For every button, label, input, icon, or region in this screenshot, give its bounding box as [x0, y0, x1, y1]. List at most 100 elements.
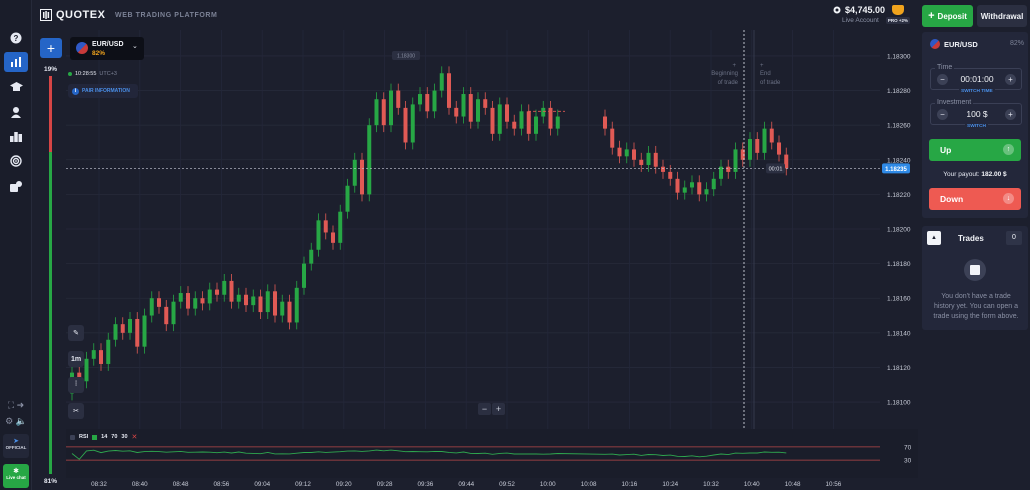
tools-icon: ✂ [73, 408, 79, 415]
candle-body [490, 107, 495, 134]
collapse-icon[interactable]: ▲ [927, 231, 941, 245]
candle-body [526, 111, 531, 134]
quotex-logo[interactable]: QUOTEX [40, 9, 105, 21]
candle-body [512, 121, 517, 129]
candle-body [207, 289, 212, 304]
candle-body [200, 298, 205, 304]
y-tick-label: 1.18100 [887, 400, 911, 407]
time-value[interactable]: 00:01:00 [960, 74, 994, 84]
panel-asset[interactable]: EUR/USD [930, 39, 978, 49]
signal-icon[interactable] [4, 151, 28, 171]
switch-time-link[interactable]: SWITCH TIME [959, 89, 995, 94]
rsi-legend: RSI 14 70 30 ✕ [70, 433, 137, 441]
account-indicator-icon [833, 6, 841, 14]
beginning-of-trade-marker: + [732, 63, 736, 69]
official-channel-button[interactable]: ➤ OFFICIAL [3, 434, 29, 458]
asset-payout: 82% [92, 50, 106, 57]
candle-body [711, 178, 716, 190]
platform-label: WEB TRADING PLATFORM [115, 12, 218, 19]
candle-body [646, 152, 651, 165]
deposit-button[interactable]: + Deposit [922, 5, 973, 27]
left-sidebar: ? ⛶ ➜ ⚙ 🔈 ➤ OFFICIAL ✱ Live chat [0, 0, 32, 490]
trades-count: 0 [1006, 231, 1022, 245]
candle-body [468, 94, 473, 122]
switch-currency-link[interactable]: SWITCH [965, 124, 988, 129]
down-button[interactable]: Down ↓ [929, 188, 1021, 210]
indicators-button[interactable]: ✂ [68, 403, 84, 419]
time-decrease-button[interactable]: − [937, 74, 948, 85]
timer-tag [766, 163, 785, 174]
market-icon[interactable] [4, 176, 28, 196]
pro-badge[interactable]: PRO +2% [886, 5, 910, 27]
y-tick-label: 1.18220 [887, 192, 911, 199]
settings-sound-icon[interactable]: ⚙ 🔈 [5, 415, 27, 426]
up-button[interactable]: Up ↑ [929, 139, 1021, 161]
timeframe-button[interactable]: 1m [68, 351, 84, 367]
candle-body [222, 280, 227, 295]
candle-body [360, 159, 364, 195]
candle-body [273, 291, 277, 316]
candle-body [389, 90, 393, 126]
asset-selector[interactable]: EUR/USD 82% ⌄ [70, 37, 144, 60]
candle-body [381, 99, 386, 126]
x-tick-label: 09:36 [418, 481, 434, 488]
candle-body [331, 232, 335, 243]
candle-body [106, 339, 111, 364]
sentiment-bar-down [49, 76, 52, 152]
candle-body [352, 159, 357, 186]
withdrawal-button[interactable]: Withdrawal [977, 5, 1027, 27]
telegram-icon: ➤ [13, 438, 19, 445]
candle-body [418, 94, 422, 105]
sentiment-up-percent: 19% [44, 66, 58, 73]
account-icon[interactable] [4, 102, 28, 122]
candle-body [142, 315, 147, 347]
indicator-toggle-icon[interactable] [70, 434, 75, 440]
x-tick-label: 10:16 [622, 481, 638, 488]
candle-body [617, 147, 622, 157]
x-tick-label: 08:32 [91, 481, 107, 488]
fullscreen-icon[interactable]: ⛶ ➜ [7, 399, 25, 410]
help-icon[interactable]: ? [4, 28, 28, 48]
candle-body [432, 90, 437, 112]
draw-tool-button[interactable]: ✎ [68, 325, 84, 341]
chart-type-button[interactable]: ⫶ [68, 377, 84, 393]
rsi-line [71, 449, 787, 460]
pair-information-button[interactable]: i PAIR INFORMATION [68, 84, 138, 98]
zoom-in-button[interactable]: + [492, 403, 505, 415]
candle-body [555, 116, 560, 129]
account-balance[interactable]: $4,745.00 [845, 5, 886, 15]
current-price-label: 1.18235 [885, 167, 907, 173]
candle-body [603, 116, 607, 129]
education-icon[interactable] [4, 77, 28, 97]
x-tick-label: 10:56 [826, 481, 842, 488]
candle-body [345, 185, 350, 212]
add-chart-button[interactable]: + [40, 38, 62, 58]
candle-body [215, 289, 219, 295]
leaderboard-icon[interactable] [4, 127, 28, 147]
candle-body [733, 149, 738, 172]
candle-body [244, 294, 248, 306]
remove-indicator-icon[interactable]: ✕ [131, 434, 138, 441]
time-increase-button[interactable]: + [1005, 74, 1016, 85]
candle-body [497, 104, 502, 134]
investment-decrease-button[interactable]: − [937, 109, 948, 120]
investment-increase-button[interactable]: + [1005, 109, 1016, 120]
candle-body [171, 301, 176, 325]
candle-body [265, 291, 270, 313]
time-field[interactable]: Time − 00:01:00 + SWITCH TIME [930, 64, 1022, 94]
beginning-of-trade-label: Beginning [711, 71, 738, 77]
candle-body [258, 296, 263, 313]
investment-value[interactable]: 100 $ [966, 109, 988, 119]
investment-field[interactable]: Investment − 100 $ + SWITCH [930, 99, 1022, 129]
candle-body [777, 142, 781, 155]
panel-asset-payout: 82% [1010, 40, 1025, 47]
candle-body [762, 128, 767, 153]
eur-usd-flag-icon [930, 39, 940, 49]
plus-icon: + [928, 10, 935, 22]
pencil-icon: ✎ [73, 330, 79, 337]
zoom-out-button[interactable]: − [478, 403, 491, 415]
y-tick-label: 1.18300 [887, 53, 911, 60]
live-chat-button[interactable]: ✱ Live chat [3, 464, 29, 488]
chart-icon[interactable] [4, 52, 28, 72]
